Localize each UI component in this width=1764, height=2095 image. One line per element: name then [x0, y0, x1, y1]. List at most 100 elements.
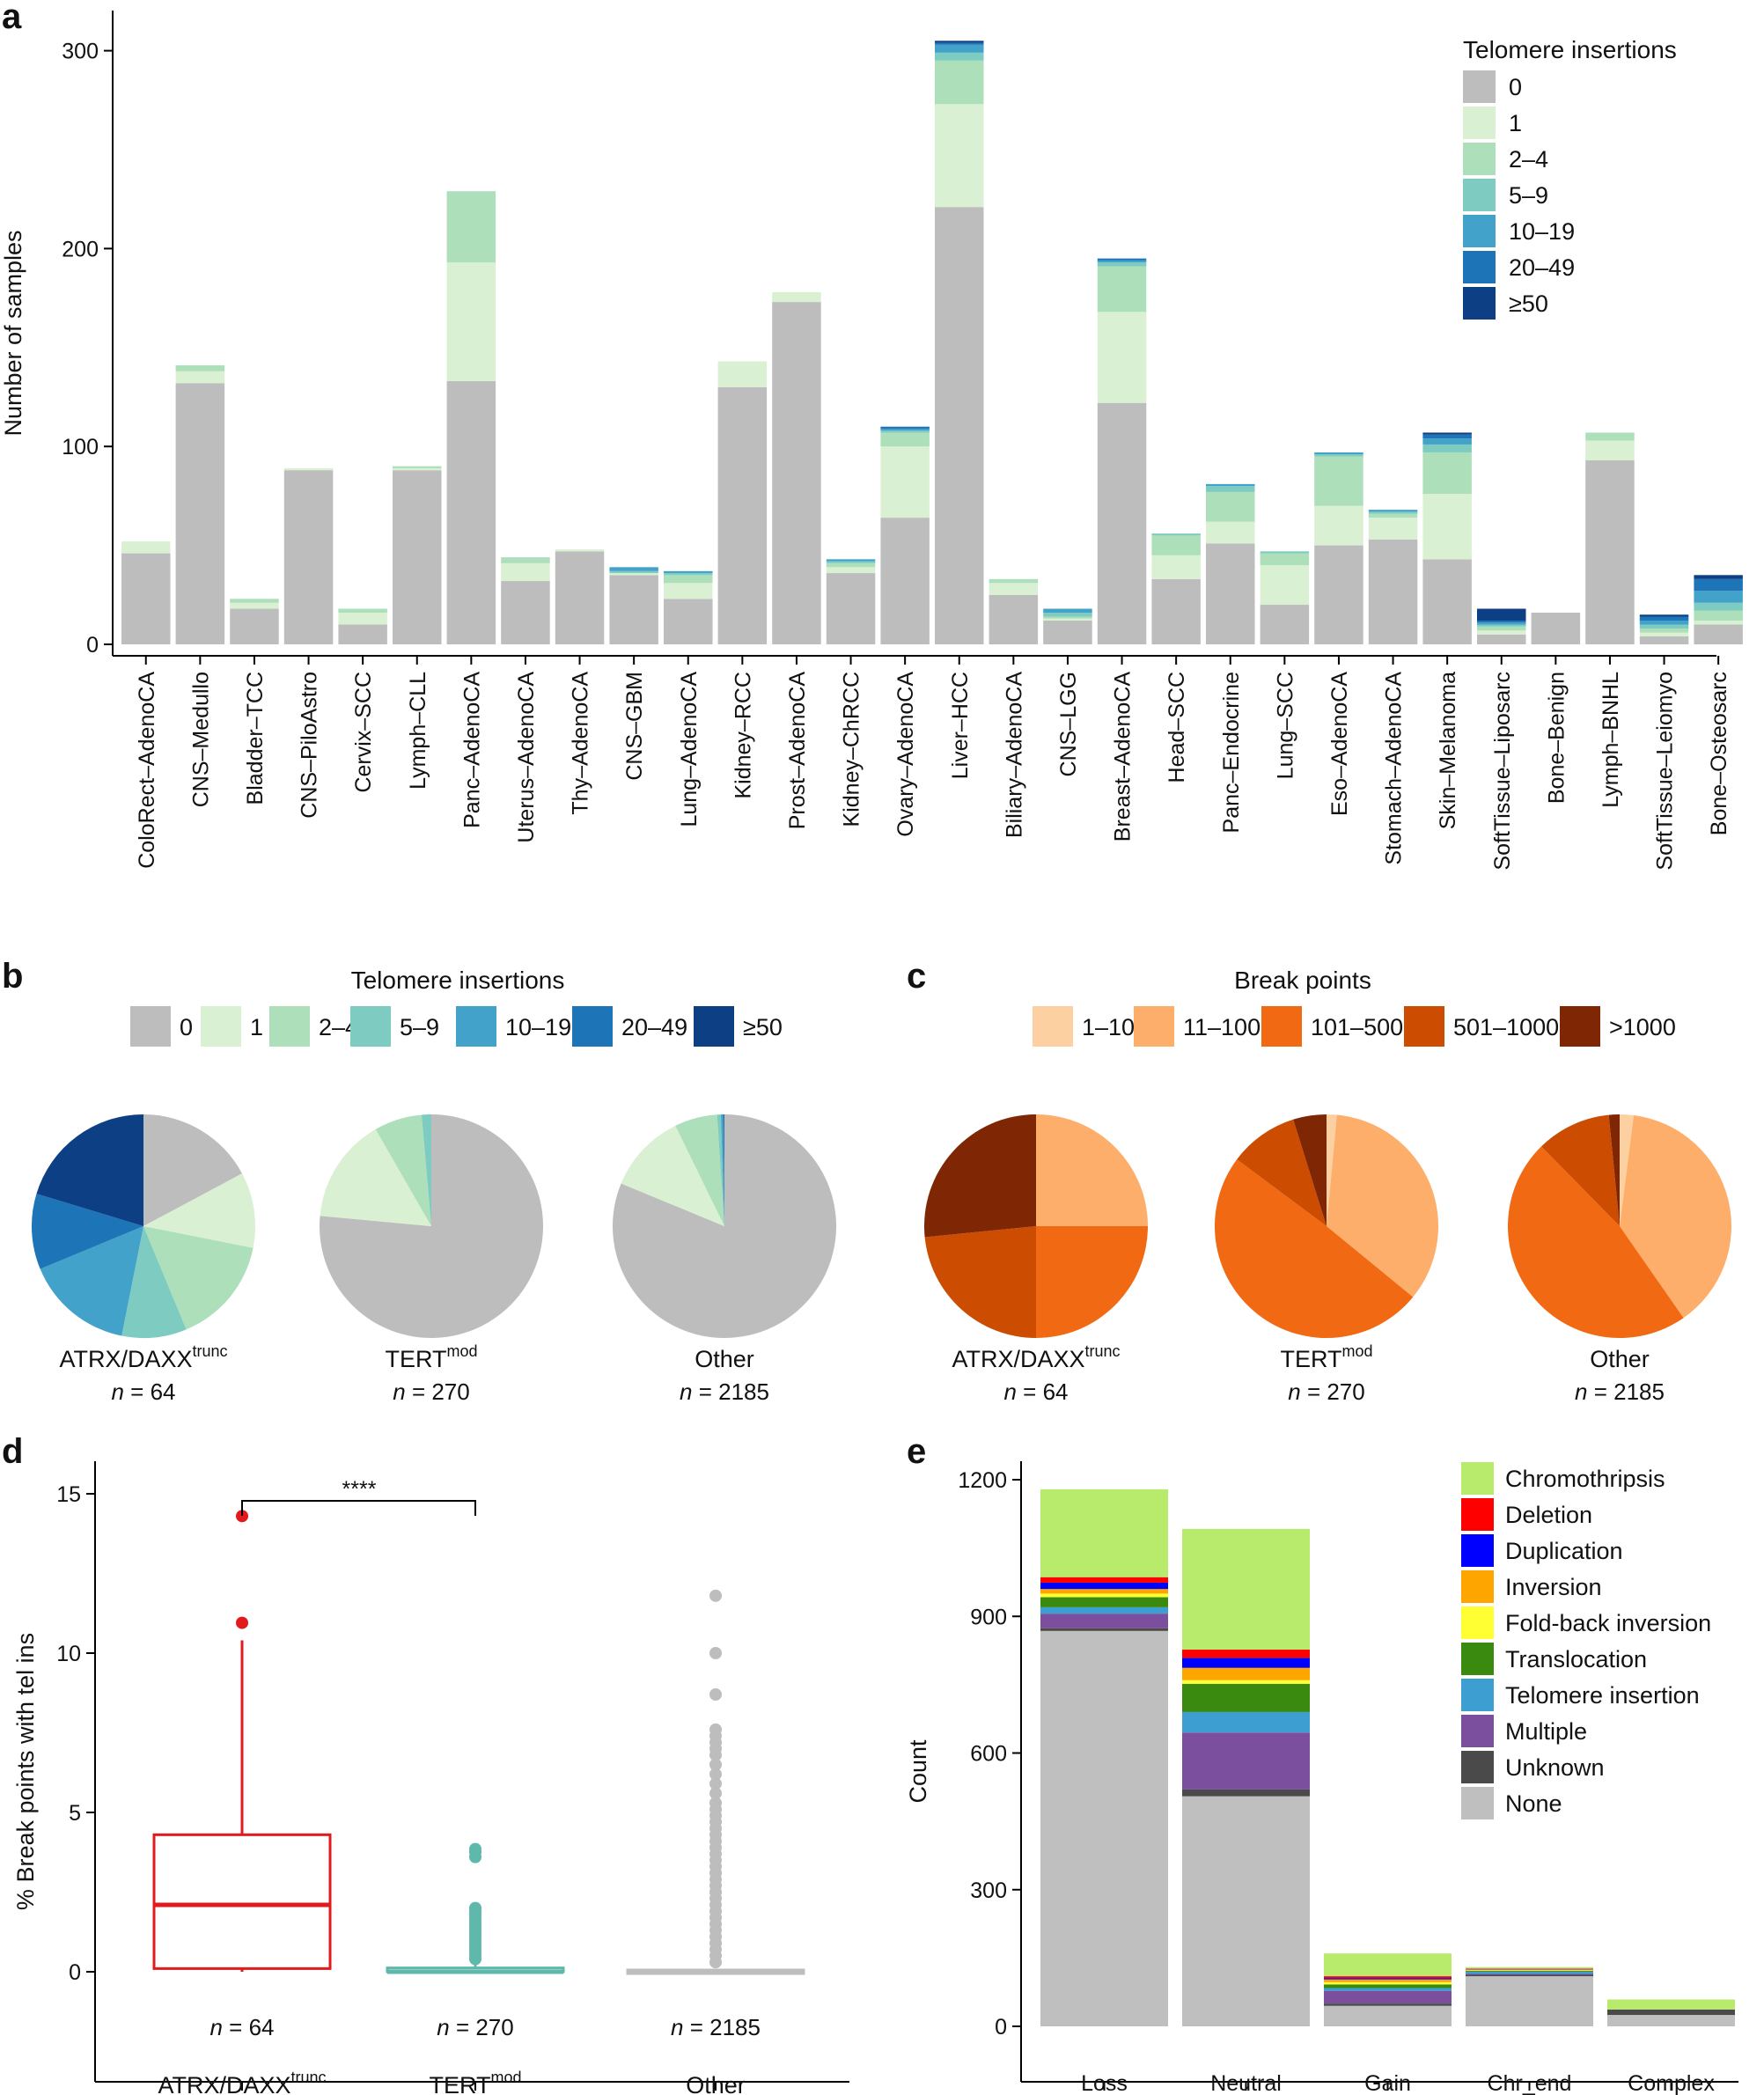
bar-loss-seg-unknown [1040, 1628, 1168, 1631]
legend-swatch-20-49 [572, 1006, 613, 1047]
bar-gain-seg-fold-back-inversion [1324, 1981, 1452, 1985]
x-tick-label-skin-melanoma: Skin–Melanoma [1436, 672, 1460, 829]
pie-n-label-atrx-daxx: n = 64 [111, 1378, 175, 1405]
legend-swatch-10-19 [456, 1006, 496, 1047]
legend-swatch-none [1461, 1787, 1494, 1819]
pie-n-label-tert: n = 270 [393, 1378, 469, 1405]
legend-label-20-49: 20–49 [621, 1014, 687, 1040]
legend-swatch-fold-back-inversion [1461, 1606, 1494, 1639]
panel-letter-c: c [907, 957, 926, 996]
bar-uterus-adenoca-seg-1 [501, 562, 550, 582]
bar-kidney-chrcc-seg-2-4 [826, 562, 876, 568]
box-other-outlier [709, 1589, 722, 1602]
bar-head-scc-seg-1 [1151, 555, 1201, 579]
bar-kidney-rcc-seg-0 [717, 386, 768, 644]
y-tick-label: 300 [970, 1878, 1007, 1903]
pie-atrx-daxx-slice-20-49 [31, 1194, 143, 1269]
bar-softtissue-leiomyo-seg-20-49 [1639, 616, 1689, 621]
legend-label-1: 1 [250, 1014, 263, 1040]
bar-colorect-adenoca-seg-1 [121, 541, 171, 554]
bar-bone-osteosarc-seg-2-4 [1694, 610, 1743, 621]
bar-liver-hcc-seg-1 [935, 104, 984, 208]
bar-gain-seg-multiple [1324, 1990, 1452, 2004]
legend-label-unknown: Unknown [1505, 1754, 1605, 1781]
bar-bone-osteosarc-seg-5-9 [1694, 602, 1743, 611]
pie-tert-slice-2-4 [375, 1114, 431, 1226]
x-tick-label-cervix-scc: Cervix–SCC [351, 672, 376, 793]
bar-liver-hcc-seg-20-49 [935, 42, 984, 45]
legend-swatch-inversion [1461, 1570, 1494, 1603]
bar-thy-adenoca-seg-0 [555, 551, 605, 644]
x-tick-label-cns-medullo: CNS–Medullo [188, 672, 213, 807]
bar-chr-end-seg-telomere-insertion [1466, 1971, 1593, 1974]
legend-label-5-9: 5–9 [400, 1014, 439, 1040]
x-tick-label-bladder-tcc: Bladder–TCC [243, 672, 268, 805]
bar-softtissue-liposarc-seg-5-9 [1477, 624, 1526, 627]
legend-swatch-deletion [1461, 1498, 1494, 1531]
legend-swatch-5-9 [1463, 179, 1496, 211]
bar-neutral-seg-duplication [1182, 1658, 1310, 1668]
bar-neutral-seg-none [1182, 1796, 1310, 2026]
bar-cervix-scc-seg-0 [338, 624, 387, 644]
x-tick-label-lung-scc: Lung–SCC [1273, 672, 1297, 779]
pie-n-label-other: n = 2185 [680, 1378, 769, 1405]
bar-gain-seg-duplication [1324, 1978, 1452, 1980]
bar-cns-medullo-seg-1 [175, 371, 225, 384]
pie-tert-slice-1000 [1293, 1114, 1327, 1226]
bar-liver-hcc-seg-0 [935, 207, 984, 644]
legend-swatch-multiple [1461, 1715, 1494, 1747]
box-other-outlier [709, 1797, 722, 1810]
bar-loss-seg-chromothripsis [1040, 1489, 1168, 1577]
legend-label-none: None [1505, 1790, 1562, 1817]
y-tick-label: 5 [69, 1801, 81, 1826]
bar-chr-end-seg-none [1466, 1976, 1593, 2026]
bar-biliary-adenoca-seg-1 [989, 583, 1039, 595]
bar-cns-gbm-seg-5-9 [609, 570, 658, 574]
bar-softtissue-liposarc-seg-0 [1477, 634, 1526, 644]
bar-panc-adenoca-seg-2-4 [446, 191, 496, 263]
legend-label-1: 1 [1509, 110, 1522, 136]
bar-lymph-bnhl-seg-1 [1585, 440, 1635, 460]
legend-label-11-100: 11–100 [1183, 1014, 1261, 1040]
x-tick-label-colorect-adenoca: ColoRect–AdenoCA [135, 672, 159, 869]
bar-eso-adenoca-seg-10-19 [1314, 452, 1363, 455]
x-tick-label-tert: TERTmod [429, 2069, 521, 2095]
bar-bone-osteosarc-seg-1 [1694, 621, 1743, 625]
bar-softtissue-leiomyo-seg-5-9 [1639, 624, 1689, 629]
pie-n-label-atrx-daxx: n = 64 [1003, 1378, 1068, 1405]
legend-label-0: 0 [180, 1014, 193, 1040]
bar-panc-endocrine-seg-1 [1206, 521, 1255, 544]
bar-neutral-seg-fold-back-inversion [1182, 1680, 1310, 1684]
legend-swatch-2-4 [1463, 143, 1496, 175]
x-tick-label-head-scc: Head–SCC [1165, 672, 1189, 783]
pie-n-label-tert: n = 270 [1288, 1378, 1364, 1405]
bar-prost-adenoca-seg-1 [772, 291, 821, 303]
bar-cns-medullo-seg-0 [175, 383, 225, 644]
legend-swatch-1-10 [1033, 1006, 1073, 1047]
bar-bone-benign-seg-0 [1531, 613, 1581, 644]
y-tick-label: 300 [62, 40, 99, 64]
pie-n-label-other: n = 2185 [1575, 1378, 1665, 1405]
bar-breast-adenoca-seg-10-19 [1097, 260, 1147, 263]
bar-neutral-seg-chromothripsis [1182, 1528, 1310, 1650]
bar-panc-endocrine-seg-0 [1206, 543, 1255, 644]
bar-loss-seg-inversion [1040, 1589, 1168, 1594]
bar-bone-osteosarc-seg-10-19 [1694, 591, 1743, 603]
bar-softtissue-liposarc-seg-20-49 [1477, 621, 1526, 623]
bar-skin-melanoma-seg-5-9 [1422, 444, 1472, 452]
bar-bladder-tcc-seg-1 [230, 602, 279, 609]
bar-eso-adenoca-seg-1 [1314, 505, 1363, 546]
legend-swatch-0 [1463, 70, 1496, 103]
y-tick-label: 0 [995, 2015, 1007, 2040]
bar-loss-seg-translocation [1040, 1597, 1168, 1607]
legend-label-translocation: Translocation [1505, 1646, 1647, 1672]
y-tick-label: 10 [56, 1642, 81, 1666]
box-other-outlier [709, 1723, 722, 1736]
legend-label-telomere-insertion: Telomere insertion [1505, 1682, 1700, 1709]
pie-group-label-tert: TERTmod [1280, 1342, 1372, 1372]
legend-label-2-4: 2–4 [1509, 146, 1548, 173]
y-tick-label: 1200 [958, 1468, 1007, 1493]
legend-swatch-50 [694, 1006, 734, 1047]
bar-skin-melanoma-seg-10-19 [1422, 438, 1472, 445]
